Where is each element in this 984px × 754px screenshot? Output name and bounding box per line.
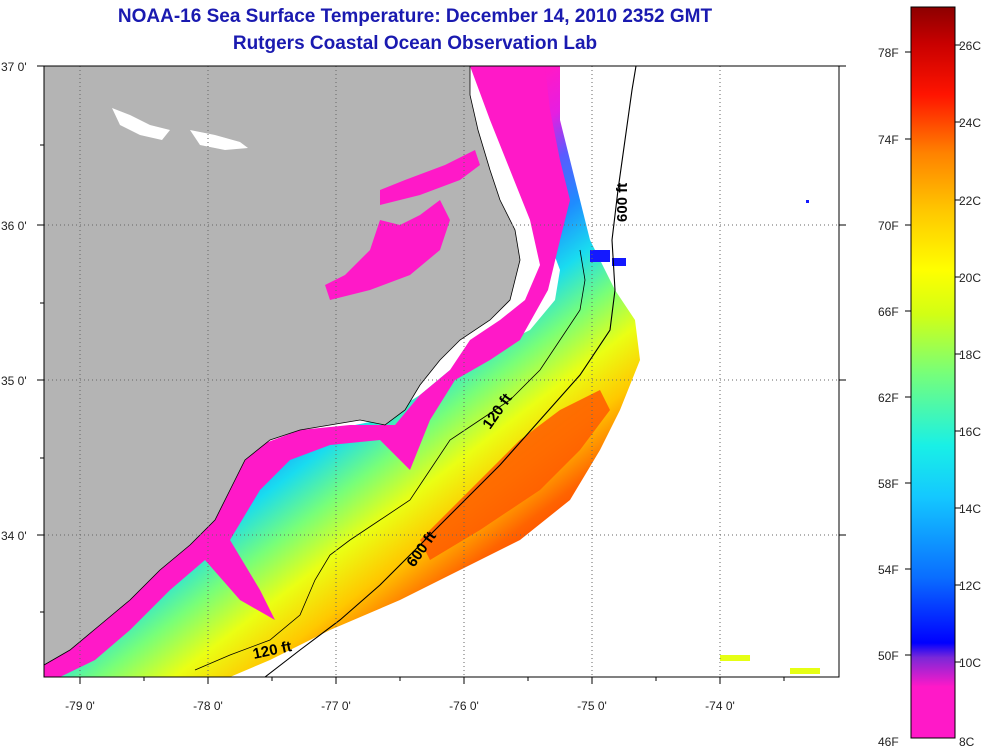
colorbar-f-label: 50F [878, 649, 899, 663]
lat-label: 34 0' [1, 529, 27, 543]
isobath-600ft [264, 66, 637, 677]
lat-ticks [37, 65, 846, 613]
lat-label: 36 0' [1, 219, 27, 233]
isobath-120ft [194, 249, 586, 671]
lon-label: -76 0' [449, 699, 479, 713]
graticule [44, 66, 839, 677]
lon-label: -75 0' [577, 699, 607, 713]
map-frame [43, 65, 840, 678]
lon-label: -78 0' [193, 699, 223, 713]
pamlico-sound [325, 200, 450, 300]
colorbar-f-label: 74F [878, 133, 899, 147]
isobath-label: 600 ft [614, 183, 631, 222]
colorbar-f-label: 70F [878, 219, 899, 233]
colorbar-c-label: 10C [959, 656, 981, 670]
cold-coastal-band [44, 66, 570, 677]
inland-lake [190, 130, 248, 150]
colorbar [910, 6, 956, 739]
colorbar-c-label: 20C [959, 271, 981, 285]
colorbar-f-label: 58F [878, 477, 899, 491]
lat-label: 35 0' [1, 374, 27, 388]
map-subtitle: Rutgers Coastal Ocean Observation Lab [232, 33, 598, 54]
offshore-speckle-warm [720, 655, 820, 674]
colorbar-c-label: 18C [959, 348, 981, 362]
colorbar-c-label: 16C [959, 425, 981, 439]
warm-filament [420, 390, 610, 560]
colorbar-c-label: 24C [959, 116, 981, 130]
lon-label: -79 0' [65, 699, 95, 713]
colorbar-f-label: 78F [878, 46, 899, 60]
colorbar-c-label: 22C [959, 194, 981, 208]
colorbar-ticks [905, 44, 961, 663]
inland-lake [112, 108, 170, 140]
land-mass [44, 66, 521, 666]
sst-swath [44, 66, 640, 677]
colorbar-f-label: 54F [878, 563, 899, 577]
colorbar-c-label: 14C [959, 502, 981, 516]
colorbar-f-label: 62F [878, 391, 899, 405]
lon-label: -77 0' [321, 699, 351, 713]
lon-label: -74 0' [705, 699, 735, 713]
map-title: NOAA-16 Sea Surface Temperature: Decembe… [117, 6, 713, 27]
colorbar-c-label: 26C [959, 39, 981, 53]
albemarle-sound [380, 150, 480, 205]
offshore-speckle [590, 200, 809, 266]
colorbar-c-label: 12C [959, 579, 981, 593]
colorbar-c-label: 8C [959, 735, 975, 749]
lat-label: 37 0' [1, 60, 27, 74]
colorbar-f-label: 66F [878, 305, 899, 319]
lon-ticks [79, 677, 785, 684]
colorbar-f-label: 46F [878, 735, 899, 749]
